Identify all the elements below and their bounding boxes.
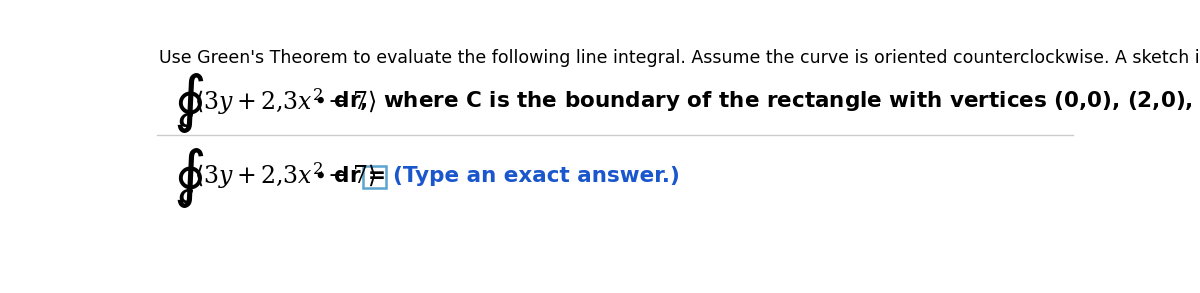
Text: C: C <box>179 188 193 207</box>
Text: $\bullet$ dr =: $\bullet$ dr = <box>313 166 385 186</box>
Text: $\oint$: $\oint$ <box>173 71 204 135</box>
Text: $\langle 3y+2{,}3x^{2}-7\rangle$: $\langle 3y+2{,}3x^{2}-7\rangle$ <box>194 86 377 117</box>
Text: $\bullet$ dr,  where C is the boundary of the rectangle with vertices (0,0), (2,: $\bullet$ dr, where C is the boundary of… <box>313 89 1200 113</box>
FancyBboxPatch shape <box>364 166 386 188</box>
Text: C: C <box>179 112 193 131</box>
Text: (Type an exact answer.): (Type an exact answer.) <box>392 166 679 186</box>
Text: $\langle 3y+2{,}3x^{2}-7\rangle$: $\langle 3y+2{,}3x^{2}-7\rangle$ <box>194 161 377 191</box>
Text: Use Green's Theorem to evaluate the following line integral. Assume the curve is: Use Green's Theorem to evaluate the foll… <box>160 49 1200 67</box>
Text: $\oint$: $\oint$ <box>173 146 204 209</box>
